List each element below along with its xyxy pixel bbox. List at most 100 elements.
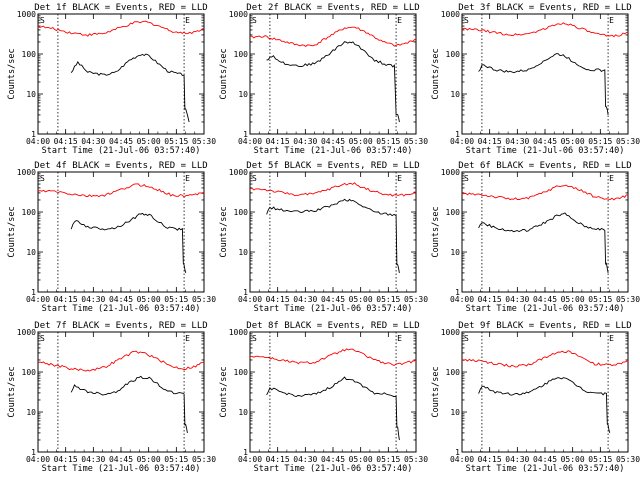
end-marker-label: E (185, 334, 190, 343)
y-tick-label: 100 (234, 50, 249, 59)
y-tick-label: 10 (238, 248, 248, 257)
y-tick-label: 10 (26, 408, 36, 417)
x-tick-label: 04:45 (321, 137, 345, 146)
events-series-line (266, 198, 400, 273)
y-tick-label: 1 (31, 448, 36, 457)
y-tick-label: 1000 (17, 168, 36, 177)
y-tick-label: 1000 (441, 10, 460, 19)
chart-title: Det 7f BLACK = Events, RED = LLD (34, 321, 207, 331)
chart-panel: Det 3f BLACK = Events, RED = LLD 1 10 100 10… (431, 3, 640, 156)
x-tick-label: 04:30 (505, 455, 529, 464)
x-tick-label: 04:45 (321, 295, 345, 304)
events-series-line (478, 212, 609, 273)
y-tick-label: 10 (238, 408, 248, 417)
x-tick-label: 05:30 (404, 455, 428, 464)
y-tick-label: 1000 (229, 10, 248, 19)
y-tick-label: 10 (26, 90, 36, 99)
y-tick-label: 1 (243, 130, 248, 139)
start-marker-label: S (252, 174, 257, 183)
x-tick-label: 04:45 (533, 455, 557, 464)
x-axis-label: Start Time (21-Jul-06 03:57:40) (42, 304, 201, 314)
x-tick-label: 05:00 (137, 295, 161, 304)
events-series-line (478, 53, 609, 115)
y-tick-label: 100 (22, 368, 37, 377)
plot-frame (37, 13, 205, 135)
y-tick-label: 100 (22, 50, 37, 59)
y-tick-label: 1000 (229, 168, 248, 177)
chart-title: Det 8f BLACK = Events, RED = LLD (246, 321, 419, 331)
x-tick-label: 05:30 (192, 137, 216, 146)
x-tick-label: 05:15 (588, 455, 612, 464)
chart-panel: Det 6f BLACK = Events, RED = LLD 1 10 100 10… (431, 161, 640, 314)
chart-title: Det 5f BLACK = Events, RED = LLD (246, 161, 419, 171)
chart-panel: Det 2f BLACK = Events, RED = LLD 1 10 100 10… (219, 3, 428, 156)
y-tick-label: 1 (455, 448, 460, 457)
y-tick-label: 10 (450, 90, 460, 99)
y-axis-label: Counts/sec (219, 366, 229, 417)
end-marker-label: E (397, 334, 402, 343)
y-tick-label: 1000 (17, 328, 36, 337)
start-marker-label: S (464, 16, 469, 25)
x-axis-label: Start Time (21-Jul-06 03:57:40) (254, 304, 413, 314)
y-tick-label: 10 (450, 248, 460, 257)
x-tick-label: 04:30 (505, 137, 529, 146)
chart-panel: Det 7f BLACK = Events, RED = LLD 1 10 100 10… (7, 321, 216, 474)
x-tick-label: 05:00 (137, 137, 161, 146)
chart-panel: Det 4f BLACK = Events, RED = LLD 1 10 100 10… (7, 161, 216, 314)
x-tick-label: 04:00 (238, 137, 262, 146)
x-axis-label: Start Time (21-Jul-06 03:57:40) (42, 146, 201, 156)
end-marker-label: E (609, 334, 614, 343)
lld-series-line (461, 22, 629, 38)
chart-title: Det 4f BLACK = Events, RED = LLD (34, 161, 207, 171)
y-tick-label: 1000 (229, 328, 248, 337)
start-marker-label: S (464, 334, 469, 343)
plot-frame (37, 171, 205, 293)
x-tick-label: 04:45 (321, 455, 345, 464)
x-tick-label: 04:30 (293, 455, 317, 464)
x-tick-label: 04:00 (238, 455, 262, 464)
y-tick-label: 1 (455, 130, 460, 139)
plot-frame (249, 171, 417, 293)
y-axis-label: Counts/sec (431, 366, 441, 417)
x-tick-label: 05:30 (404, 295, 428, 304)
x-tick-label: 04:45 (533, 137, 557, 146)
chart-title: Det 1f BLACK = Events, RED = LLD (34, 3, 207, 13)
x-tick-label: 05:00 (349, 137, 373, 146)
end-marker-label: E (609, 174, 614, 183)
x-tick-label: 04:15 (478, 455, 502, 464)
x-tick-label: 04:15 (54, 455, 78, 464)
y-tick-label: 1000 (441, 168, 460, 177)
y-axis-label: Counts/sec (431, 206, 441, 257)
x-tick-label: 04:00 (26, 137, 50, 146)
lld-series-line (249, 348, 417, 367)
plot-frame (461, 13, 629, 135)
lld-series-line (249, 182, 417, 197)
y-tick-label: 100 (234, 368, 249, 377)
x-tick-label: 05:00 (349, 295, 373, 304)
x-axis-label: Start Time (21-Jul-06 03:57:40) (254, 464, 413, 474)
x-tick-label: 05:00 (561, 295, 585, 304)
y-axis-label: Counts/sec (7, 48, 17, 99)
x-tick-label: 05:15 (164, 137, 188, 146)
end-marker-label: E (397, 16, 402, 25)
x-tick-label: 04:30 (293, 137, 317, 146)
end-marker-label: E (185, 174, 190, 183)
x-tick-label: 05:15 (376, 295, 400, 304)
x-tick-label: 04:15 (266, 455, 290, 464)
start-marker-label: S (40, 16, 45, 25)
events-series-line (266, 41, 400, 123)
y-axis-label: Counts/sec (7, 206, 17, 257)
x-tick-label: 04:00 (450, 455, 474, 464)
y-tick-label: 100 (446, 50, 461, 59)
chart-title: Det 6f BLACK = Events, RED = LLD (458, 161, 631, 171)
x-tick-label: 05:00 (349, 455, 373, 464)
lld-series-line (37, 20, 205, 37)
x-tick-label: 05:15 (588, 295, 612, 304)
chart-panel: Det 1f BLACK = Events, RED = LLD 1 10 100 10… (7, 3, 216, 156)
x-tick-label: 05:00 (137, 455, 161, 464)
x-tick-label: 05:15 (588, 137, 612, 146)
y-tick-label: 1000 (441, 328, 460, 337)
x-axis-label: Start Time (21-Jul-06 03:57:40) (466, 304, 625, 314)
start-marker-label: S (40, 174, 45, 183)
